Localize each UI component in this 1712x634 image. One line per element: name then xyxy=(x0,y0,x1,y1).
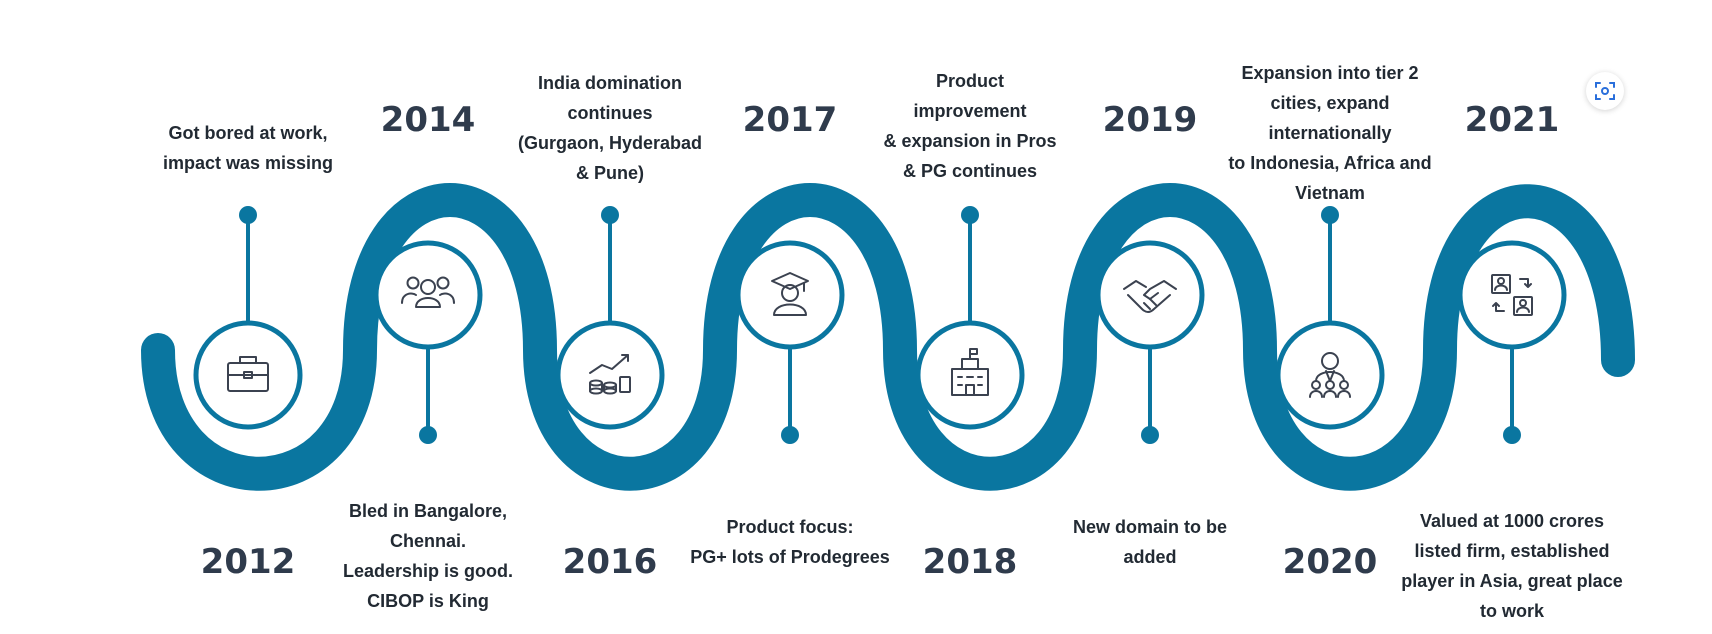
description-line: India domination xyxy=(538,73,682,93)
milestone-dot xyxy=(1141,426,1159,444)
description-line: Product focus: xyxy=(726,517,854,537)
description-line: added xyxy=(1123,547,1177,567)
team-icon xyxy=(401,276,455,308)
milestone-dot xyxy=(1503,426,1521,444)
description-line: PG+ lots of Prodegrees xyxy=(690,547,890,567)
description-line: & Pune) xyxy=(575,163,644,183)
milestone-circle xyxy=(555,320,665,430)
description-line: internationally xyxy=(1268,123,1392,143)
leader-group-icon xyxy=(1309,352,1351,398)
milestone-dot xyxy=(961,206,979,224)
milestone-dot xyxy=(601,206,619,224)
year-label-2019: 2019 xyxy=(1102,100,1198,140)
description-line: cities, expand xyxy=(1270,93,1390,113)
milestone-description: Product improvement & expansion in Pros & P… xyxy=(840,66,1100,186)
milestone-dot xyxy=(1321,206,1339,224)
description-line: Valued at 1000 crores xyxy=(1419,511,1605,531)
description-line: (Gurgaon, Hyderabad xyxy=(517,133,703,153)
description-line: & expansion in Pros xyxy=(883,131,1057,151)
description-line: impact was missing xyxy=(162,153,334,173)
year-label-2021: 2021 xyxy=(1464,100,1560,140)
milestone-description: Product focus: PG+ lots of Prodegrees xyxy=(660,512,920,572)
description-line: player in Asia, great place xyxy=(1401,571,1623,591)
description-line: continues xyxy=(567,103,653,123)
year-label-2018: 2018 xyxy=(922,542,1018,582)
description-line: Expansion into tier 2 xyxy=(1241,63,1419,83)
year-label-2012: 2012 xyxy=(200,542,296,582)
milestone-circle xyxy=(735,240,845,350)
exchange-icon xyxy=(1491,274,1533,316)
milestone-dot xyxy=(239,206,257,224)
year-label-2017: 2017 xyxy=(742,100,838,140)
description-line: Got bored at work, xyxy=(168,123,328,143)
graduate-icon xyxy=(771,272,809,316)
milestone-description: India domination continues (Gurgaon, Hyder… xyxy=(480,68,740,188)
milestone-description: Got bored at work, impact was missing xyxy=(118,118,378,178)
milestone-circle xyxy=(1095,240,1205,350)
description-line: CIBOP is King xyxy=(367,591,489,611)
year-label-2014: 2014 xyxy=(380,100,476,140)
milestone-description: Bled in Bangalore, Chennai. Leadership is … xyxy=(298,496,558,616)
description-line: New domain to be xyxy=(1072,517,1227,537)
milestone-description: Expansion into tier 2 cities, expand inter… xyxy=(1200,58,1460,208)
description-line: Chennai. xyxy=(389,531,466,551)
scan-image-button[interactable] xyxy=(1586,72,1624,110)
milestone-dot xyxy=(781,426,799,444)
scan-icon xyxy=(1595,82,1615,100)
timeline-wave xyxy=(141,183,1635,491)
description-line: improvement xyxy=(913,101,1027,121)
description-line: listed firm, established xyxy=(1414,541,1610,561)
description-line: Vietnam xyxy=(1295,183,1365,203)
milestone-circle xyxy=(915,320,1025,430)
description-line: to Indonesia, Africa and xyxy=(1228,153,1432,173)
building-icon xyxy=(951,348,989,396)
milestone-description: New domain to be added xyxy=(1020,512,1280,572)
growth-chart-icon xyxy=(589,354,631,395)
description-line: & PG continues xyxy=(902,161,1037,181)
year-label-2016: 2016 xyxy=(562,542,658,582)
briefcase-icon xyxy=(227,356,269,392)
handshake-icon xyxy=(1123,280,1177,313)
milestone-description: Valued at 1000 crores listed firm, establ… xyxy=(1382,506,1642,626)
milestone-dot xyxy=(419,426,437,444)
milestone-circle xyxy=(1457,240,1567,350)
description-line: to work xyxy=(1479,601,1544,621)
year-label-2020: 2020 xyxy=(1282,542,1378,582)
description-line: Bled in Bangalore, xyxy=(348,501,508,521)
milestone-circle xyxy=(1275,320,1385,430)
description-line: Product xyxy=(935,71,1004,91)
description-line: Leadership is good. xyxy=(342,561,514,581)
